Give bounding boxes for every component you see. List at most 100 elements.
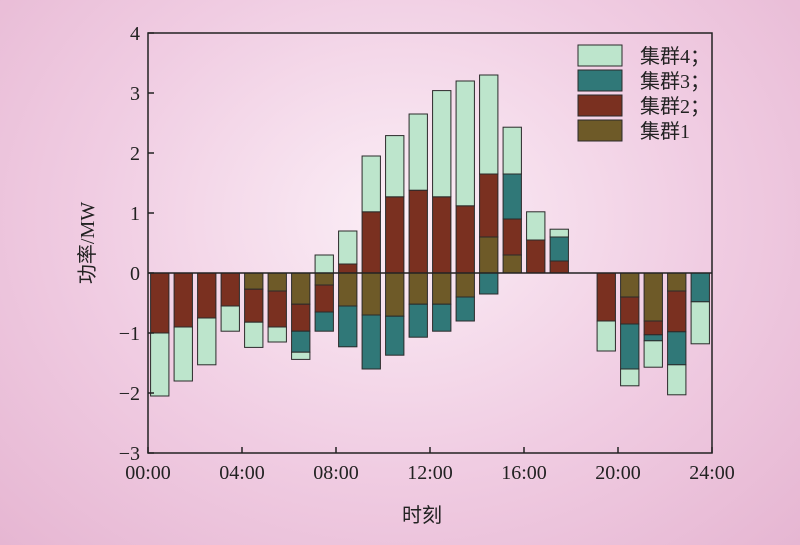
- bar-segment: [455, 272, 475, 298]
- bar-segment: [432, 196, 452, 274]
- bar-segment: [385, 196, 405, 274]
- bar-segment: [197, 317, 217, 366]
- bar-segment: [502, 218, 522, 256]
- bar-segment: [244, 272, 264, 290]
- bar-segment: [197, 272, 217, 319]
- legend-label: 集群3；: [640, 70, 710, 93]
- bar-segment: [385, 135, 405, 198]
- bar-segment: [385, 315, 405, 356]
- bar-segment: [338, 263, 358, 274]
- bar-segment: [667, 290, 687, 333]
- bar-segment: [502, 126, 522, 175]
- bar-segment: [150, 332, 170, 397]
- bar-segment: [267, 326, 287, 343]
- bar-segment: [173, 326, 193, 382]
- bar-segment: [361, 155, 381, 213]
- bar-segment: [173, 272, 193, 328]
- y-tick-label: 1: [130, 203, 140, 225]
- plot-frame: [147, 32, 713, 454]
- bar-segment: [526, 211, 546, 241]
- legend-swatch: [577, 69, 623, 92]
- legend-label: 集群2；: [640, 95, 710, 118]
- bar-segment: [361, 211, 381, 274]
- bar-segment: [220, 305, 240, 332]
- bar-segment: [549, 260, 569, 274]
- y-tick-label: 2: [130, 143, 140, 165]
- bar-segment: [408, 189, 428, 274]
- bar-segment: [643, 320, 663, 336]
- x-axis: 00:00 04:00 08:00 12:00 16:00 20:00 24:00: [125, 447, 735, 484]
- bar-segment: [620, 272, 640, 298]
- bar-segment: [314, 284, 334, 313]
- bar-segment: [667, 331, 687, 366]
- y-tick-label: 0: [130, 263, 140, 285]
- bar-segment: [338, 230, 358, 265]
- bar-segment: [291, 351, 311, 360]
- bar-segment: [408, 113, 428, 191]
- bar-segment: [338, 305, 358, 348]
- legend-label: 集群1: [640, 120, 690, 143]
- x-tick-label: 16:00: [501, 462, 547, 484]
- bar-segment: [267, 272, 287, 292]
- x-tick-label: 12:00: [407, 462, 453, 484]
- bar-segment: [620, 323, 640, 370]
- bar-segment: [526, 239, 546, 274]
- x-tick-label: 20:00: [595, 462, 641, 484]
- bar-segment: [361, 272, 381, 316]
- bar-segment: [432, 303, 452, 332]
- bar-segment: [596, 272, 616, 322]
- bar-segment: [385, 272, 405, 317]
- bar-segment: [150, 272, 170, 334]
- bar-segment: [244, 288, 264, 323]
- x-tick-label: 24:00: [689, 462, 735, 484]
- bar-segment: [220, 272, 240, 307]
- bar-segment: [479, 74, 499, 175]
- bar-segment: [244, 321, 264, 348]
- x-tick-label: 04:00: [219, 462, 265, 484]
- bar-segment: [314, 254, 334, 274]
- bar-segment: [455, 80, 475, 207]
- bar-segment: [314, 272, 334, 286]
- legend-label: 集群4；: [640, 45, 710, 68]
- bar-segment: [432, 90, 452, 198]
- bar-segment: [502, 254, 522, 274]
- bar-segment: [338, 272, 358, 307]
- bar-segment: [479, 236, 499, 274]
- bar-segment: [408, 272, 428, 305]
- legend-swatch: [577, 44, 623, 67]
- y-tick-label: −1: [119, 323, 140, 345]
- bar-segment: [643, 334, 663, 342]
- bar-segment: [643, 272, 663, 322]
- y-axis: −3 −2 −1 0 1 2 3 4: [119, 23, 154, 465]
- bar-segment: [291, 330, 311, 353]
- bar-segment: [643, 340, 663, 368]
- bar-segment: [667, 364, 687, 396]
- bar-segment: [455, 296, 475, 322]
- bar-segment: [291, 272, 311, 305]
- bar-segment: [690, 272, 710, 303]
- bar-segment: [667, 272, 687, 292]
- y-axis-label: 功率/MW: [76, 202, 99, 284]
- bar-segment: [408, 303, 428, 338]
- bar-segment: [432, 272, 452, 305]
- bar-segment: [455, 205, 475, 274]
- bar-segment: [267, 290, 287, 328]
- bar-segment: [361, 314, 381, 370]
- bar-segment: [549, 228, 569, 238]
- legend: 集群4；集群3；集群2；集群1: [577, 44, 710, 143]
- bar-segment: [620, 368, 640, 387]
- x-tick-label: 00:00: [125, 462, 171, 484]
- bar-segment: [479, 173, 499, 238]
- y-tick-label: −3: [119, 443, 140, 465]
- legend-swatch: [577, 119, 623, 142]
- bar-segment: [620, 296, 640, 325]
- bar-segment: [502, 173, 522, 220]
- y-tick-label: −2: [119, 383, 140, 405]
- x-axis-label: 时刻: [402, 504, 442, 527]
- bar-segment: [596, 320, 616, 352]
- bar-segment: [479, 272, 499, 295]
- bar-segment: [314, 311, 334, 332]
- bar-segment: [549, 236, 569, 262]
- legend-swatch: [577, 94, 623, 117]
